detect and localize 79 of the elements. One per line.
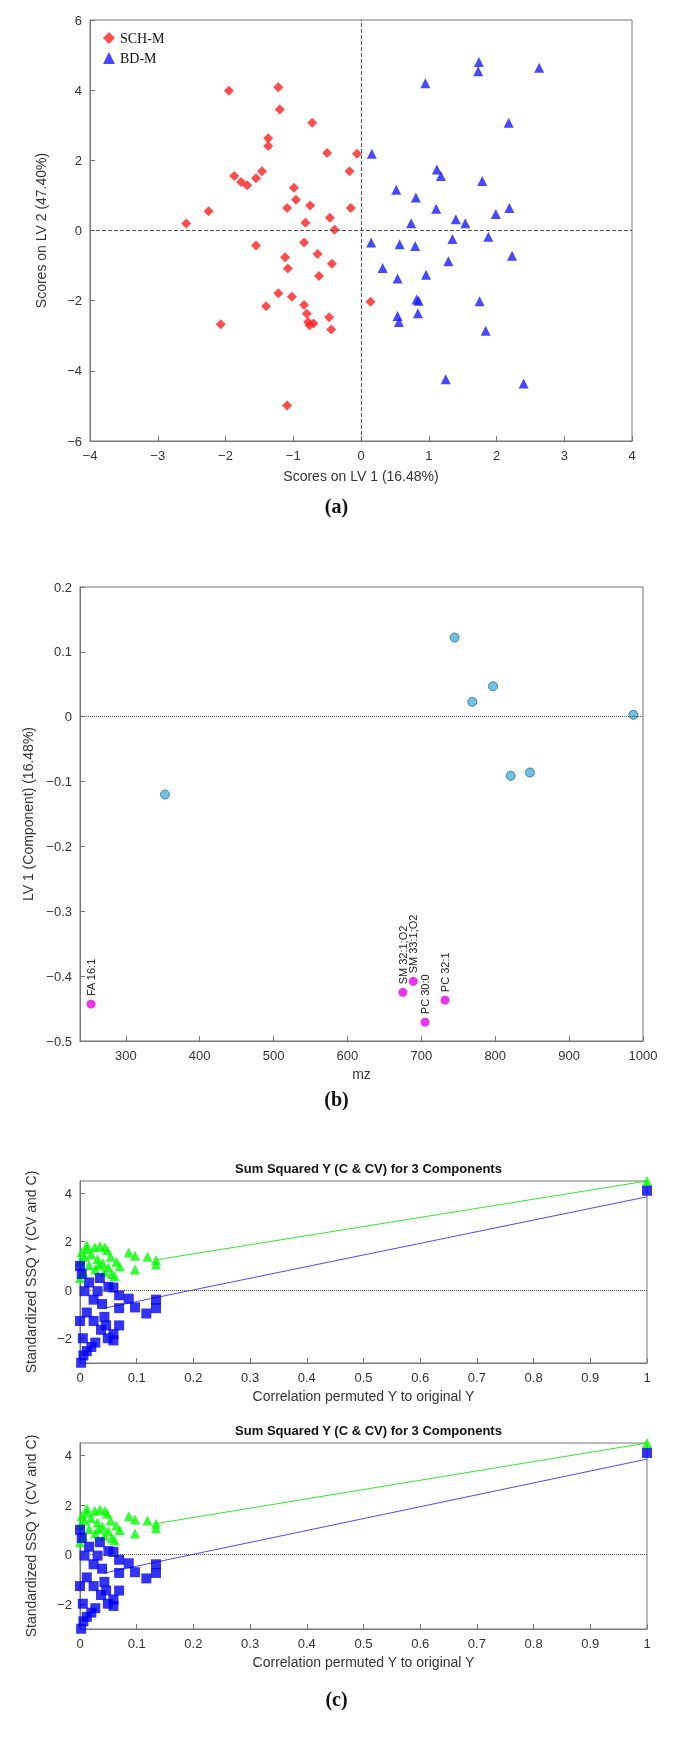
legend-label: BD-M: [120, 50, 158, 66]
y-tick-label: 4: [64, 1447, 72, 1463]
x-tick-label: 0.9: [581, 1636, 600, 1651]
x-tick-label: 0.1: [127, 1636, 146, 1651]
x-tick-label: −2: [218, 448, 233, 463]
x-tick-label: 0: [357, 448, 365, 463]
x-axis-title: Scores on LV 1 (16.48%): [283, 468, 439, 484]
y-tick-label: −2: [67, 293, 82, 309]
x-tick-label: 0.8: [524, 1370, 543, 1385]
x-tick-label: 3: [560, 448, 568, 463]
x-tick-label: 0.2: [184, 1636, 203, 1651]
y-tick-label: 4: [74, 82, 82, 98]
y-tick-label: 0.2: [53, 579, 72, 595]
x-tick-label: 0.7: [467, 1370, 486, 1385]
y-tick-label: 4: [64, 1185, 72, 1201]
annotation: PC 30:0: [419, 974, 432, 1015]
x-tick-label: 1: [643, 1636, 651, 1651]
x-axis-title: Correlation permuted Y to original Y: [252, 1387, 476, 1404]
y-axis-title: Standardized SSQ Y (CV and C): [23, 1434, 39, 1638]
x-tick-label: 0.3: [241, 1636, 260, 1651]
x-tick-label: 2: [492, 448, 501, 463]
y-tick-label: 0: [64, 1547, 72, 1563]
y-tick-label: −0.5: [46, 1033, 72, 1049]
text: (b): [324, 1088, 349, 1111]
y-tick-label: 2: [64, 1234, 72, 1250]
y-tick-label: 0: [74, 223, 82, 238]
x-tick-label: −3: [150, 448, 166, 463]
annotation: SM 33:1;O2: [407, 914, 420, 974]
y-tick-label: 0.1: [53, 644, 72, 660]
y-tick-label: −0.3: [46, 903, 72, 919]
x-tick-label: 0.5: [354, 1370, 373, 1385]
x-tick-label: 0.2: [184, 1370, 203, 1385]
x-tick-label: 0.3: [241, 1370, 260, 1385]
x-tick-label: 0.7: [467, 1636, 486, 1651]
y-tick-label: 2: [74, 152, 82, 168]
x-tick-label: 800: [484, 1048, 507, 1063]
x-tick-label: 1000: [628, 1048, 658, 1063]
text: (c): [325, 1688, 348, 1711]
x-tick-label: 700: [410, 1048, 433, 1063]
x-tick-label: 1: [643, 1370, 651, 1385]
chart-title: Sum Squared Y (C & CV) for 3 Components: [235, 1423, 502, 1438]
y-tick-label: 0: [64, 1282, 72, 1298]
x-tick-label: 1: [425, 448, 433, 463]
y-axis-title: Scores on LV 2 (47.40%): [33, 152, 49, 309]
x-tick-label: 300: [114, 1048, 137, 1063]
annotation: FA 16:1: [85, 958, 98, 997]
annotation: PC 32:1: [438, 952, 451, 993]
x-tick-label: 0.1: [127, 1370, 146, 1385]
y-tick-label: −2: [57, 1596, 72, 1612]
text: (a): [324, 495, 349, 518]
x-tick-label: 0.9: [581, 1370, 600, 1385]
x-tick-label: 600: [336, 1048, 359, 1063]
y-tick-label: −4: [67, 363, 82, 379]
y-tick-label: −2: [57, 1331, 72, 1347]
x-tick-label: 500: [262, 1048, 285, 1063]
x-axis-title: mz: [352, 1066, 371, 1082]
y-tick-label: 0: [64, 709, 72, 725]
annotation: SM 32:1;O2: [396, 925, 409, 985]
chart-title: Sum Squared Y (C & CV) for 3 Components: [235, 1161, 502, 1176]
y-axis-title: Standardized SSQ Y (CV and C): [23, 1170, 39, 1374]
y-tick-label: −0.1: [46, 774, 72, 790]
x-axis-title: Correlation permuted Y to original Y: [252, 1653, 476, 1670]
legend-label: SCH-M: [120, 30, 165, 46]
x-tick-label: 0.8: [524, 1636, 543, 1651]
x-tick-label: 0.5: [354, 1636, 373, 1651]
x-tick-label: 4: [628, 448, 636, 463]
y-tick-label: −0.4: [46, 968, 72, 984]
x-tick-label: 400: [188, 1048, 211, 1063]
x-tick-label: 0.6: [411, 1370, 430, 1385]
x-tick-label: 0.4: [297, 1370, 316, 1385]
x-tick-label: 0.4: [297, 1636, 316, 1651]
x-tick-label: −1: [285, 448, 301, 463]
y-tick-label: −0.2: [46, 838, 72, 854]
x-tick-label: 0.6: [411, 1636, 430, 1651]
y-axis-title: LV 1 (Component) (16.48%): [20, 726, 37, 902]
y-tick-label: −6: [67, 433, 82, 449]
y-tick-label: 2: [64, 1497, 72, 1513]
y-tick-label: 6: [74, 12, 82, 28]
x-tick-label: 900: [558, 1048, 580, 1063]
